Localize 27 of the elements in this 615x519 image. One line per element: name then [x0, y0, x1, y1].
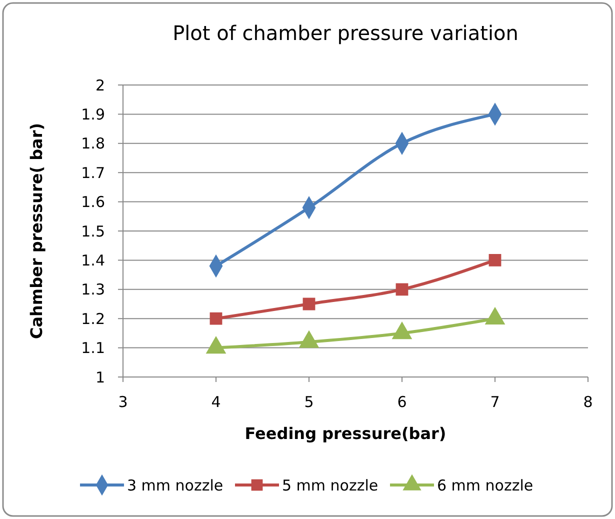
x-tick-label: 8 — [583, 393, 593, 411]
y-tick-label: 1.8 — [81, 134, 105, 153]
y-axis-title: Cahmber pressure( bar) — [27, 122, 46, 340]
y-tick-label: 1.1 — [81, 339, 105, 358]
point — [210, 312, 222, 325]
y-tick-label: 1.9 — [81, 105, 105, 124]
y-tick-label: 1 — [95, 368, 105, 386]
x-tick-label: 3 — [118, 393, 128, 411]
chart-title: Plot of chamber pressure variation — [172, 21, 518, 45]
point — [396, 283, 408, 296]
x-tick-label: 6 — [397, 393, 407, 411]
y-tick-label: 1.4 — [81, 251, 105, 270]
y-tick-label: 1.3 — [81, 280, 105, 299]
x-tick-label: 4 — [211, 393, 221, 411]
point — [302, 298, 316, 310]
y-tick-label: 1.6 — [81, 193, 105, 212]
legend-label: 6 mm nozzle — [437, 476, 534, 494]
y-tick-label: 2 — [95, 76, 105, 94]
y-tick-label: 1.5 — [81, 222, 105, 240]
y-tick-label: 1.7 — [81, 164, 105, 182]
point — [488, 254, 502, 266]
x-tick-label: 5 — [304, 393, 314, 411]
legend-label: 3 mm nozzle — [127, 476, 224, 494]
y-tick-label: 1.2 — [81, 310, 105, 328]
x-tick-label: 7 — [490, 393, 500, 411]
x-axis-title: Feeding pressure(bar) — [244, 424, 446, 443]
legend-label: 5 mm nozzle — [282, 476, 378, 494]
